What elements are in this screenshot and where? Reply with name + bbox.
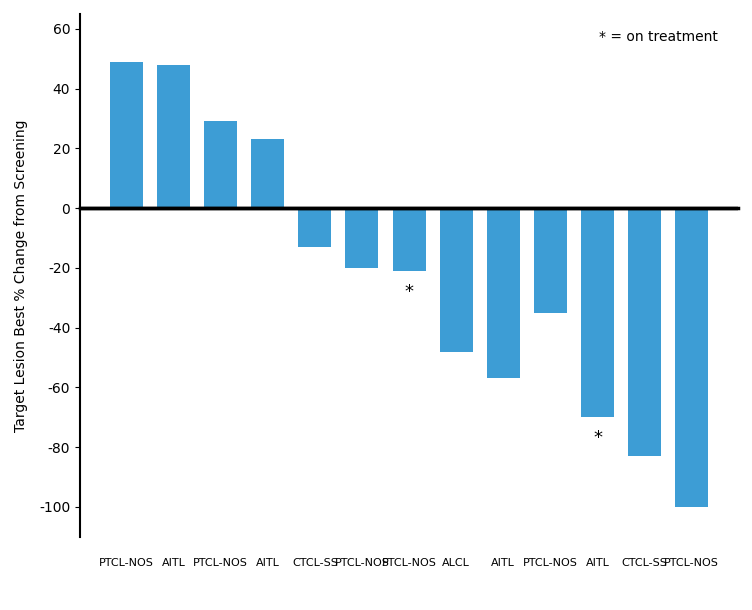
Text: CTCL-SS: CTCL-SS [292, 558, 338, 568]
Text: AITL: AITL [491, 558, 515, 568]
Bar [110, 62, 143, 208]
Text: ALCL: ALCL [442, 558, 470, 568]
Text: PTCL-NOS: PTCL-NOS [99, 558, 154, 568]
Text: *: * [593, 429, 602, 447]
Bar [157, 65, 190, 208]
Text: AITL: AITL [586, 558, 609, 568]
Bar [628, 208, 661, 456]
Text: *: * [405, 283, 414, 301]
Bar [204, 121, 237, 208]
Bar [345, 208, 378, 268]
Text: PTCL-NOS: PTCL-NOS [193, 558, 248, 568]
Text: * = on treatment: * = on treatment [599, 29, 718, 43]
Text: AITL: AITL [162, 558, 186, 568]
Bar [487, 208, 520, 378]
Bar [440, 208, 473, 351]
Text: PTCL-NOS: PTCL-NOS [664, 558, 719, 568]
Bar [251, 140, 284, 208]
Y-axis label: Target Lesion Best % Change from Screening: Target Lesion Best % Change from Screeni… [14, 119, 28, 432]
Text: CTCL-SS: CTCL-SS [622, 558, 668, 568]
Text: PTCL-NOS: PTCL-NOS [523, 558, 578, 568]
Text: AITL: AITL [256, 558, 280, 568]
Text: PTCL-NOS: PTCL-NOS [381, 558, 436, 568]
Bar [393, 208, 426, 271]
Bar [299, 208, 332, 247]
Bar [581, 208, 614, 417]
Bar [534, 208, 567, 313]
Bar [675, 208, 708, 507]
Text: PTCL-NOS: PTCL-NOS [335, 558, 390, 568]
